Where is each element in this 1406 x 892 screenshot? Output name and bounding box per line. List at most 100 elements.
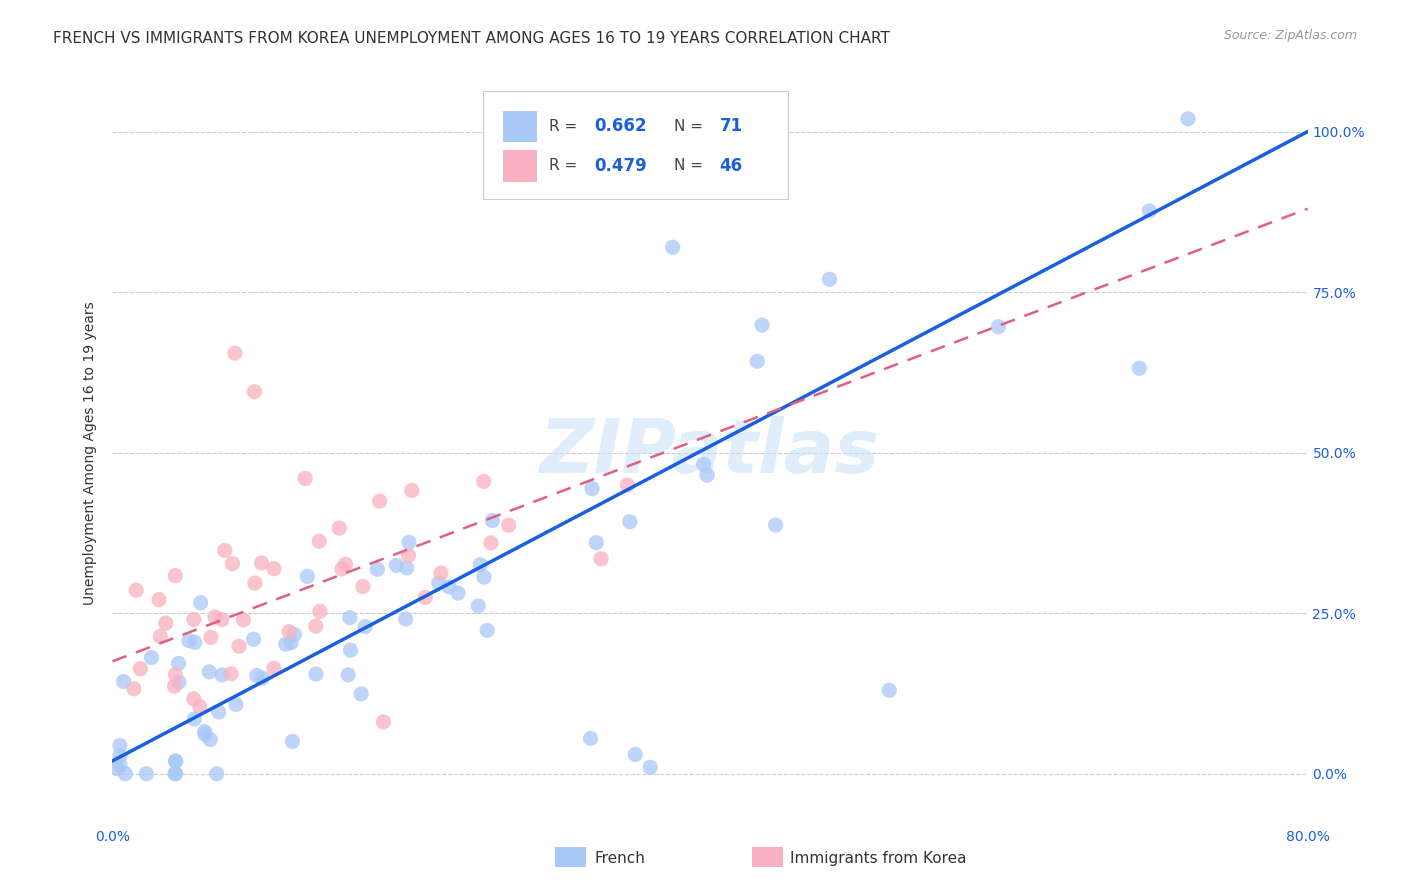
Point — [385, 558, 408, 573]
Point — [305, 667, 328, 681]
Point — [204, 610, 226, 624]
Point — [148, 592, 170, 607]
Point — [224, 346, 246, 360]
Point — [107, 762, 129, 776]
Point — [430, 566, 453, 580]
Point — [354, 619, 377, 633]
Point — [350, 687, 373, 701]
Point — [339, 610, 361, 624]
Point — [108, 758, 131, 772]
Point — [619, 515, 641, 529]
Point — [165, 667, 187, 681]
Point — [183, 691, 205, 706]
Text: N =: N = — [675, 159, 709, 173]
Point — [167, 657, 190, 671]
Point — [225, 698, 247, 712]
Point — [427, 575, 450, 590]
Point — [252, 671, 274, 685]
Point — [135, 766, 157, 780]
Point — [243, 576, 266, 591]
Point — [214, 543, 236, 558]
Point — [283, 627, 305, 641]
Point — [640, 760, 662, 774]
Point — [366, 562, 388, 576]
Point — [163, 766, 186, 780]
Point — [297, 569, 319, 583]
Point — [219, 666, 242, 681]
Point — [309, 604, 332, 618]
Point — [165, 755, 187, 769]
Point — [747, 354, 769, 368]
Point — [200, 631, 222, 645]
Point — [165, 754, 187, 768]
Point — [208, 705, 231, 719]
Point — [368, 494, 391, 508]
Point — [401, 483, 423, 498]
Point — [242, 632, 264, 647]
Point — [163, 679, 186, 693]
Point — [498, 518, 520, 533]
Point — [616, 478, 638, 492]
Point — [114, 766, 136, 780]
Text: 0.662: 0.662 — [595, 118, 647, 136]
Point — [211, 613, 233, 627]
Point — [193, 724, 215, 739]
Point — [1177, 112, 1199, 126]
Point — [591, 551, 613, 566]
Point — [335, 557, 357, 571]
FancyBboxPatch shape — [484, 92, 787, 200]
Point — [281, 734, 304, 748]
Point — [155, 616, 177, 631]
Point — [112, 674, 135, 689]
Text: 0.479: 0.479 — [595, 157, 647, 175]
Point — [198, 665, 221, 679]
Point — [190, 596, 212, 610]
Point — [183, 613, 205, 627]
Point — [165, 568, 187, 582]
Point — [129, 662, 152, 676]
Point — [477, 624, 499, 638]
Point — [373, 714, 395, 729]
Point — [661, 240, 683, 254]
Text: ZIPatlas: ZIPatlas — [540, 417, 880, 489]
Point — [228, 640, 250, 654]
Point — [447, 586, 470, 600]
Bar — [503, 111, 537, 142]
Point — [167, 675, 190, 690]
Point — [579, 731, 602, 746]
Point — [280, 635, 302, 649]
Point — [879, 683, 901, 698]
Point — [818, 272, 841, 286]
Point — [243, 384, 266, 399]
Point — [194, 727, 217, 741]
Y-axis label: Unemployment Among Ages 16 to 19 years: Unemployment Among Ages 16 to 19 years — [83, 301, 97, 605]
Point — [585, 535, 607, 549]
Text: Immigrants from Korea: Immigrants from Korea — [790, 852, 967, 866]
Point — [188, 699, 211, 714]
Point — [205, 766, 228, 780]
Point — [108, 748, 131, 763]
Point — [184, 635, 207, 649]
Point — [122, 681, 145, 696]
Point — [246, 668, 269, 682]
Point — [581, 482, 603, 496]
Text: 46: 46 — [720, 157, 742, 175]
Point — [328, 521, 350, 535]
Point — [352, 579, 374, 593]
Point — [211, 668, 233, 682]
Text: Source: ZipAtlas.com: Source: ZipAtlas.com — [1223, 29, 1357, 42]
Point — [221, 557, 243, 571]
Point — [330, 562, 353, 576]
Text: N =: N = — [675, 119, 709, 134]
Point — [183, 712, 205, 726]
Point — [177, 633, 200, 648]
Point — [470, 558, 492, 572]
Point — [141, 650, 163, 665]
Point — [765, 518, 787, 533]
Point — [1128, 361, 1150, 376]
Point — [149, 629, 172, 643]
Point — [250, 556, 273, 570]
Point — [274, 637, 297, 651]
Point — [413, 591, 436, 605]
Point — [395, 612, 418, 626]
